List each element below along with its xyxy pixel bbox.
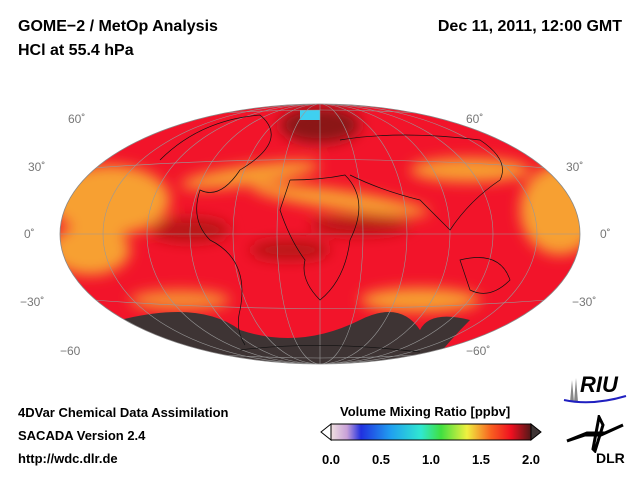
lat-label-left-0: 0˚ (24, 227, 35, 241)
footer-url: http://wdc.dlr.de (18, 451, 118, 466)
colorbar-tick-3: 1.5 (471, 452, 491, 467)
lat-label-left-60: 60˚ (68, 112, 86, 126)
graticule (60, 104, 580, 364)
datetime: Dec 11, 2011, 12:00 GMT (437, 18, 622, 35)
hcl-field (60, 104, 580, 364)
title-line1: GOME−2 / MetOp Analysis (18, 18, 218, 35)
lat-label-left-m60: −60 (60, 344, 81, 358)
footer-line2: SACADA Version 2.4 (18, 428, 146, 443)
lat-label-right-30: 30˚ (566, 160, 584, 174)
coastlines (159, 114, 511, 353)
colorbar-title: Volume Mixing Ratio [ppbv] (340, 404, 511, 419)
colorbar-tick-0: 0.0 (321, 452, 341, 467)
colorbar (320, 422, 542, 442)
lat-label-right-m60: −60˚ (466, 344, 491, 358)
lat-label-right-0: 0˚ (600, 227, 611, 241)
lat-label-right-m30: −30˚ (572, 295, 597, 309)
riu-logo-graphic (563, 378, 627, 404)
lat-label-left-m30: −30˚ (20, 295, 45, 309)
footer-line1: 4DVar Chemical Data Assimilation (18, 405, 229, 420)
lat-label-right-60: 60˚ (466, 112, 484, 126)
riu-logo: RIU (562, 372, 628, 406)
riu-logo-text: RIU (580, 372, 618, 397)
colorbar-tick-2: 1.0 (421, 452, 441, 467)
colorbar-tick-1: 0.5 (371, 452, 391, 467)
colorbar-tick-4: 2.0 (521, 452, 541, 467)
title-line2: HCl at 55.4 hPa (18, 42, 134, 59)
dlr-logo-icon (566, 415, 624, 453)
dlr-logo-text: DLR (596, 450, 625, 466)
lat-label-left-30: 30˚ (28, 160, 46, 174)
